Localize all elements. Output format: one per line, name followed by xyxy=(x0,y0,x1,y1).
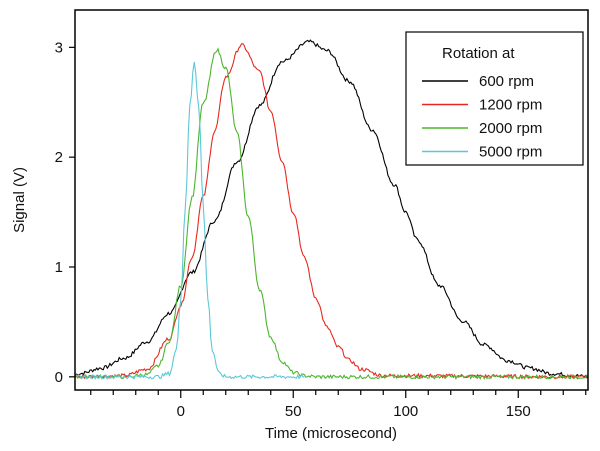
legend-label: 1200 rpm xyxy=(479,97,542,114)
x-tick-label: 0 xyxy=(177,403,185,420)
series-layer xyxy=(74,39,589,381)
y-tick-label: 3 xyxy=(55,39,63,56)
x-tick-label: 150 xyxy=(506,403,531,420)
plot-frame xyxy=(74,9,589,391)
y-tick-label: 0 xyxy=(55,369,63,386)
legend-label: 2000 rpm xyxy=(479,120,542,137)
y-axis-label: Signal (V) xyxy=(11,167,28,233)
series-line-5000-rpm xyxy=(74,61,305,381)
legend: Rotation at 600 rpm 1200 rpm 2000 rpm 5000 … xyxy=(405,31,584,166)
y-tick-label: 1 xyxy=(55,259,63,276)
y-tick-label: 2 xyxy=(55,149,63,166)
legend-box xyxy=(405,31,584,166)
x-axis-label: Time (microsecond) xyxy=(265,425,397,442)
series-line-600-rpm xyxy=(74,39,589,378)
series-line-1200-rpm xyxy=(74,43,589,380)
ticks-layer: 0 50 100 150 0 1 2 3 xyxy=(55,39,587,420)
series-line-2000-rpm xyxy=(74,47,589,381)
x-tick-label: 100 xyxy=(393,403,418,420)
legend-title: Rotation at xyxy=(442,45,515,62)
legend-label: 600 rpm xyxy=(479,73,534,90)
legend-label: 5000 rpm xyxy=(479,144,542,161)
x-tick-label: 50 xyxy=(285,403,302,420)
